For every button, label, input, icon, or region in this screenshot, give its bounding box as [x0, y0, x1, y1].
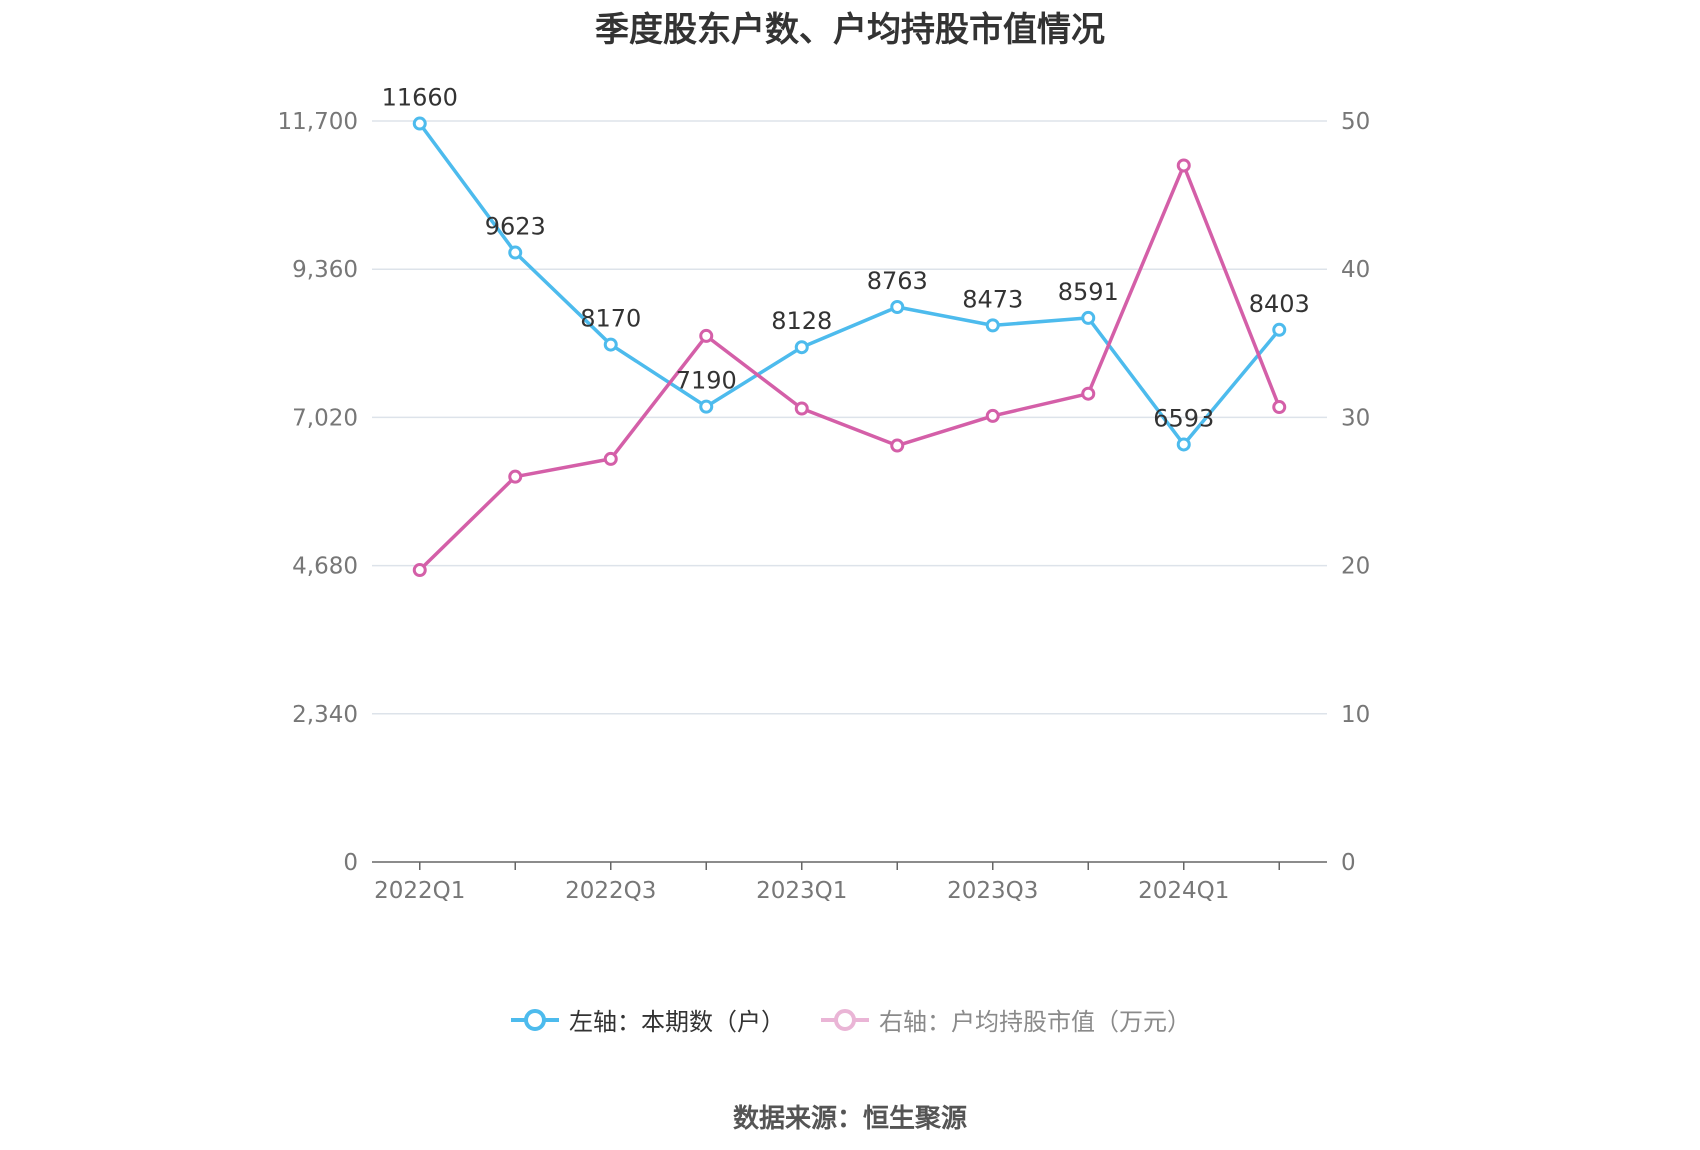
legend-item-households[interactable]: 左轴：本期数（户）: [509, 1002, 785, 1037]
data-point-households: [1272, 322, 1287, 337]
series-layer: [412, 116, 1287, 578]
data-point-households: [508, 245, 523, 260]
data-point-households: [1176, 437, 1191, 452]
y-left-tick-label: 2,340: [292, 702, 358, 728]
data-label: 8128: [771, 307, 832, 335]
data-point-market-value: [1081, 386, 1096, 401]
circle-line-icon: [511, 1008, 559, 1031]
right-axis: 0 10 20 30 40 50: [1341, 109, 1370, 876]
data-source: 数据来源：恒生聚源: [732, 1104, 967, 1134]
y-right-tick-label: 10: [1341, 702, 1370, 728]
x-tick-label: 2024Q1: [1138, 878, 1229, 904]
x-tick-label: 2023Q1: [756, 878, 847, 904]
y-left-tick-label: 4,680: [292, 554, 358, 580]
data-label: 6593: [1153, 404, 1214, 432]
left-axis: 0 2,340 4,680 7,020 9,360 11,700: [278, 109, 358, 876]
data-point-households: [794, 340, 809, 355]
y-left-tick-label: 11,700: [278, 109, 358, 135]
data-point-market-value: [1272, 400, 1287, 415]
chart-title: 季度股东户数、户均持股市值情况: [595, 10, 1105, 50]
data-labels-layer: 11660 9623 8170 7190 8128 8763 8473 8591 6593 840…: [382, 84, 1310, 433]
data-point-households: [699, 399, 714, 414]
data-point-market-value: [1176, 158, 1191, 173]
data-label: 11660: [382, 84, 458, 112]
data-point-market-value: [794, 401, 809, 416]
series-line-market-value: [418, 163, 1281, 572]
x-tick-label: 2022Q1: [374, 878, 465, 904]
data-label: 8763: [867, 267, 928, 295]
y-right-tick-label: 30: [1341, 405, 1370, 431]
data-point-market-value: [508, 469, 523, 484]
legend-item-market-value[interactable]: 右轴：户均持股市值（万元）: [819, 1002, 1191, 1037]
data-point-market-value: [985, 408, 1000, 423]
x-tick-label: 2023Q3: [947, 878, 1038, 904]
legend-label-households: 左轴：本期数（户）: [569, 1008, 785, 1036]
x-axis: 2022Q1 2022Q3 2023Q1 2023Q3 2024Q1: [372, 861, 1327, 904]
legend: 左轴：本期数（户） 右轴：户均持股市值（万元）: [0, 1002, 1700, 1037]
data-point-market-value: [699, 328, 714, 343]
data-point-households: [1081, 310, 1096, 325]
y-left-tick-label: 7,020: [292, 405, 358, 431]
data-point-market-value: [603, 451, 618, 466]
y-left-tick-label: 9,360: [292, 257, 358, 283]
data-label: 8473: [962, 285, 1023, 313]
data-point-households: [890, 300, 905, 315]
data-point-households: [985, 318, 1000, 333]
data-point-households: [603, 337, 618, 352]
y-right-tick-label: 20: [1341, 554, 1370, 580]
data-point-market-value: [412, 563, 427, 578]
data-point-market-value: [890, 438, 905, 453]
series-line-households: [418, 121, 1281, 447]
data-label: 9623: [485, 213, 546, 241]
y-right-tick-label: 50: [1341, 109, 1370, 135]
data-label: 8170: [580, 305, 641, 333]
data-label: 7190: [676, 367, 737, 395]
y-left-tick-label: 0: [343, 850, 358, 876]
data-point-households: [412, 116, 427, 131]
legend-label-market-value: 右轴：户均持股市值（万元）: [879, 1008, 1191, 1036]
data-label: 8403: [1249, 290, 1310, 318]
data-label: 8591: [1058, 278, 1119, 306]
x-tick-label: 2022Q3: [565, 878, 656, 904]
y-right-tick-label: 40: [1341, 257, 1370, 283]
circle-line-icon: [821, 1008, 869, 1031]
y-right-tick-label: 0: [1341, 850, 1356, 876]
